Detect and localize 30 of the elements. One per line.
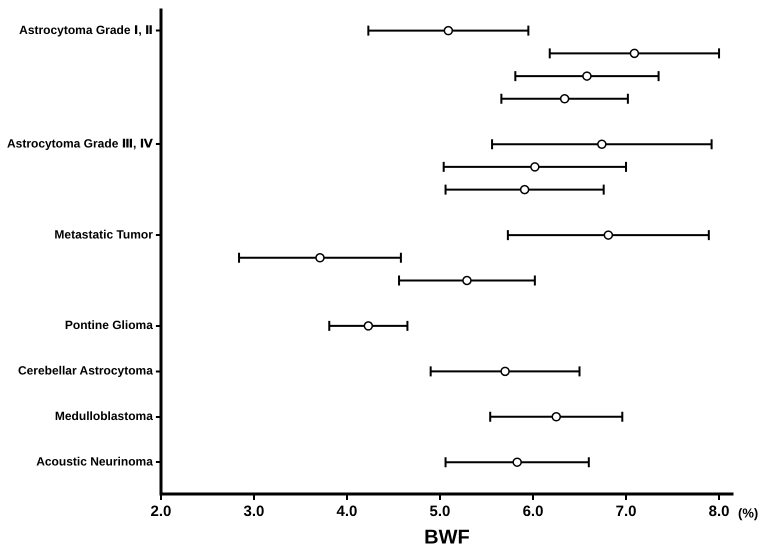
point bbox=[530, 162, 540, 172]
point bbox=[512, 457, 522, 467]
y-tick-label: Astrocytoma Grade Ⅲ, Ⅳ bbox=[6, 136, 154, 151]
x-tick-label: 8.0 bbox=[708, 503, 730, 520]
point bbox=[604, 230, 614, 240]
point bbox=[560, 94, 570, 104]
point bbox=[597, 139, 607, 149]
point bbox=[444, 26, 454, 36]
point bbox=[630, 48, 640, 58]
point bbox=[582, 71, 592, 81]
x-tick-label: 6.0 bbox=[522, 503, 544, 520]
y-tick-label: Acoustic Neurinoma bbox=[36, 454, 154, 469]
point bbox=[364, 321, 374, 331]
point bbox=[315, 253, 325, 263]
y-tick-label: Medulloblastoma bbox=[54, 409, 154, 424]
x-tick-label: 4.0 bbox=[336, 503, 358, 520]
point bbox=[462, 276, 472, 286]
x-axis-title: BWF bbox=[424, 526, 470, 549]
y-tick-label: Pontine Glioma bbox=[64, 318, 154, 332]
point bbox=[552, 412, 562, 422]
y-tick-label: Metastatic Tumor bbox=[54, 227, 154, 242]
x-tick-label: 5.0 bbox=[430, 503, 450, 520]
point bbox=[520, 184, 530, 194]
point bbox=[500, 366, 510, 376]
y-tick-label: Astrocytoma Grade Ⅰ, Ⅱ bbox=[19, 22, 153, 37]
y-tick-label: Cerebellar Astrocytoma bbox=[18, 364, 154, 378]
text: (%) bbox=[738, 506, 758, 521]
x-tick-label: 7.0 bbox=[616, 503, 636, 520]
x-tick-label: 3.0 bbox=[243, 503, 264, 520]
x-tick-label: 2.0 bbox=[150, 503, 172, 520]
